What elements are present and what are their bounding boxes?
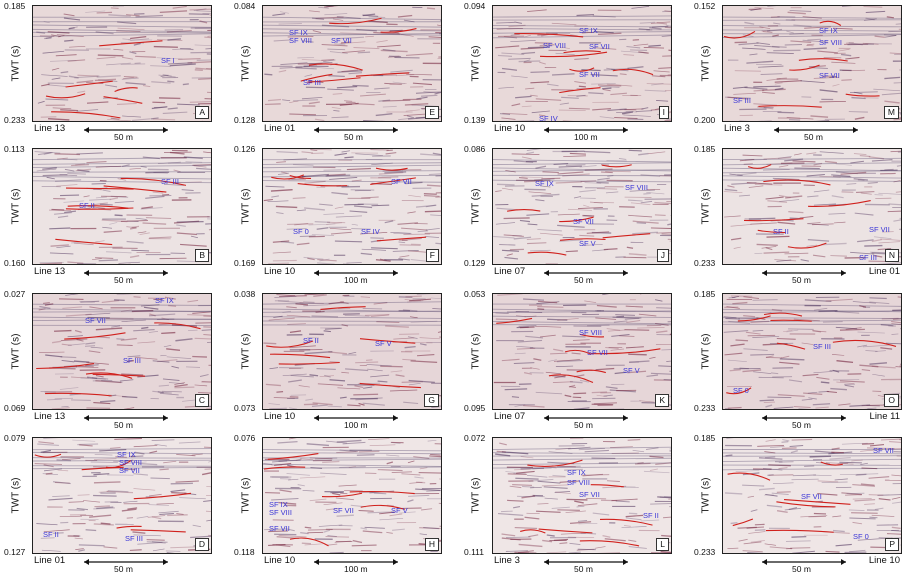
y-axis-label: TWT (s) xyxy=(470,477,481,513)
scale-label: 50 m xyxy=(804,132,823,142)
twt-bottom-tick: 0.233 xyxy=(694,403,715,413)
scale-bar xyxy=(492,5,672,140)
scale-label: 50 m xyxy=(574,275,593,285)
scale-bar xyxy=(722,148,902,283)
twt-bottom-tick: 0.073 xyxy=(234,403,255,413)
scale-bar xyxy=(262,148,442,283)
twt-top-tick: 0.053 xyxy=(464,289,485,299)
scale-label: 50 m xyxy=(792,564,811,574)
scale-label: 50 m xyxy=(344,132,363,142)
y-axis-label: TWT (s) xyxy=(700,333,711,369)
twt-bottom-tick: 0.233 xyxy=(694,547,715,557)
twt-top-tick: 0.076 xyxy=(234,433,255,443)
scale-label: 100 m xyxy=(344,420,368,430)
y-axis-label: TWT (s) xyxy=(700,45,711,81)
twt-bottom-tick: 0.233 xyxy=(4,115,25,125)
y-axis-label: TWT (s) xyxy=(240,188,251,224)
twt-bottom-tick: 0.139 xyxy=(464,115,485,125)
scale-bar xyxy=(32,293,212,428)
y-axis-label: TWT (s) xyxy=(240,333,251,369)
twt-top-tick: 0.038 xyxy=(234,289,255,299)
scale-label: 100 m xyxy=(344,275,368,285)
y-axis-label: TWT (s) xyxy=(470,188,481,224)
scale-bar xyxy=(722,5,902,140)
scale-bar xyxy=(32,5,212,140)
scale-bar xyxy=(262,5,442,140)
scale-bar xyxy=(492,148,672,283)
scale-label: 50 m xyxy=(114,132,133,142)
twt-bottom-tick: 0.127 xyxy=(4,547,25,557)
scale-bar xyxy=(492,293,672,428)
scale-bar xyxy=(32,148,212,283)
scale-label: 50 m xyxy=(114,564,133,574)
scale-label: 50 m xyxy=(792,420,811,430)
twt-top-tick: 0.072 xyxy=(464,433,485,443)
y-axis-label: TWT (s) xyxy=(700,477,711,513)
twt-bottom-tick: 0.069 xyxy=(4,403,25,413)
scale-label: 50 m xyxy=(114,275,133,285)
scale-label: 50 m xyxy=(574,564,593,574)
scale-bar xyxy=(32,437,212,572)
twt-top-tick: 0.084 xyxy=(234,1,255,11)
y-axis-label: TWT (s) xyxy=(10,333,21,369)
scale-bar xyxy=(492,437,672,572)
twt-bottom-tick: 0.169 xyxy=(234,258,255,268)
twt-bottom-tick: 0.118 xyxy=(234,547,255,557)
twt-bottom-tick: 0.129 xyxy=(464,258,485,268)
scale-label: 50 m xyxy=(574,420,593,430)
twt-top-tick: 0.126 xyxy=(234,144,255,154)
twt-top-tick: 0.027 xyxy=(4,289,25,299)
twt-top-tick: 0.152 xyxy=(694,1,715,11)
y-axis-label: TWT (s) xyxy=(10,188,21,224)
scale-label: 50 m xyxy=(114,420,133,430)
scale-label: 100 m xyxy=(344,564,368,574)
scale-label: 50 m xyxy=(792,275,811,285)
twt-top-tick: 0.113 xyxy=(4,144,25,154)
twt-bottom-tick: 0.200 xyxy=(694,115,715,125)
y-axis-label: TWT (s) xyxy=(10,477,21,513)
y-axis-label: TWT (s) xyxy=(10,45,21,81)
twt-bottom-tick: 0.128 xyxy=(234,115,255,125)
twt-bottom-tick: 0.233 xyxy=(694,258,715,268)
scale-bar xyxy=(722,437,902,572)
scale-label: 100 m xyxy=(574,132,598,142)
y-axis-label: TWT (s) xyxy=(700,188,711,224)
twt-top-tick: 0.185 xyxy=(694,289,715,299)
scale-bar xyxy=(262,293,442,428)
twt-bottom-tick: 0.160 xyxy=(4,258,25,268)
twt-top-tick: 0.185 xyxy=(4,1,25,11)
scale-bar xyxy=(262,437,442,572)
twt-top-tick: 0.094 xyxy=(464,1,485,11)
twt-top-tick: 0.079 xyxy=(4,433,25,443)
twt-bottom-tick: 0.111 xyxy=(464,547,484,557)
twt-bottom-tick: 0.095 xyxy=(464,403,485,413)
y-axis-label: TWT (s) xyxy=(470,45,481,81)
twt-top-tick: 0.185 xyxy=(694,144,715,154)
twt-top-tick: 0.185 xyxy=(694,433,715,443)
twt-top-tick: 0.086 xyxy=(464,144,485,154)
y-axis-label: TWT (s) xyxy=(470,333,481,369)
y-axis-label: TWT (s) xyxy=(240,477,251,513)
scale-bar xyxy=(722,293,902,428)
y-axis-label: TWT (s) xyxy=(240,45,251,81)
